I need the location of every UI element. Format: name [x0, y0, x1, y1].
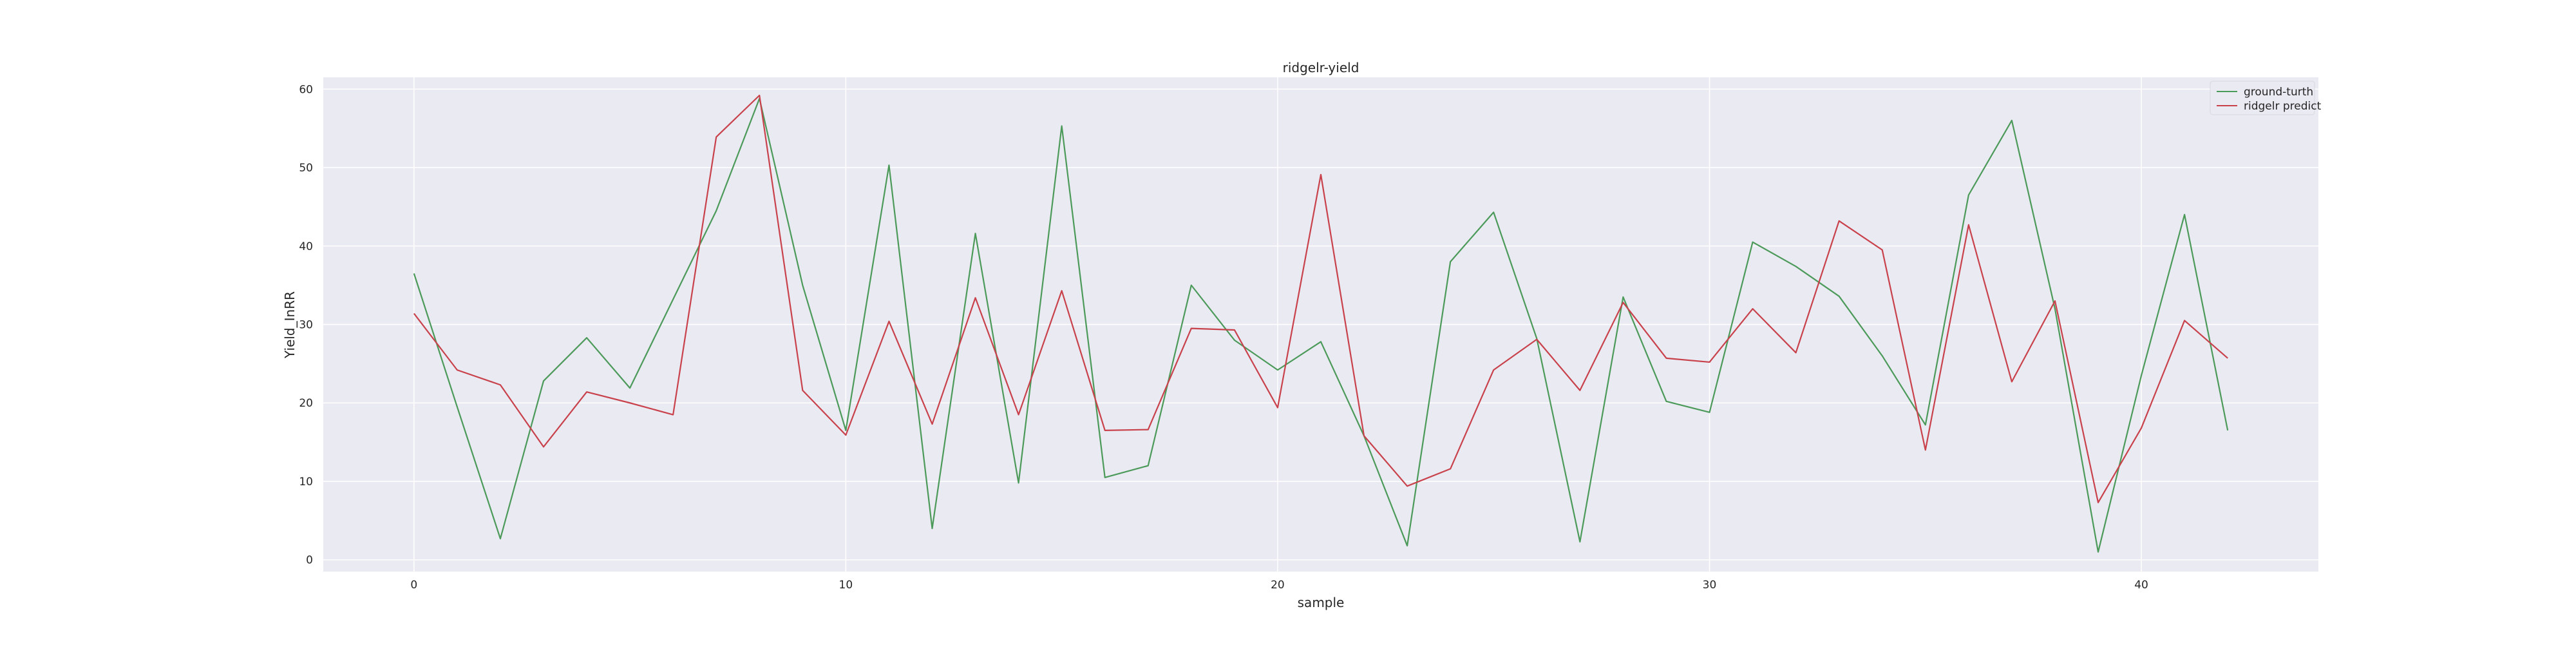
- x-tick-label: 40: [2134, 579, 2148, 592]
- grid-lines: [323, 77, 2318, 572]
- x-tick-label: 10: [839, 579, 853, 592]
- series-line-ridgelr-predict: [413, 94, 2228, 503]
- tick-labels: 0 10 20 30 40 0 10 20 30 40 50 60: [299, 83, 2148, 592]
- legend-label-ground-turth: ground-turth: [2244, 86, 2313, 99]
- y-tick-label: 20: [299, 397, 313, 410]
- x-axis-title: sample: [1298, 595, 1345, 610]
- legend-label-ridgelr-predict: ridgelr predict: [2244, 100, 2322, 113]
- series-line-ground-turth: [413, 97, 2229, 553]
- y-tick-label: 0: [306, 554, 313, 567]
- y-axis-title: Yield_InRR: [282, 291, 298, 359]
- y-tick-label: 30: [299, 319, 313, 332]
- y-tick-label: 60: [299, 83, 313, 96]
- y-tick-label: 10: [299, 476, 313, 488]
- x-tick-label: 30: [1703, 579, 1717, 592]
- y-tick-label: 50: [299, 162, 313, 175]
- legend: ground-turth ridgelr predict: [2210, 81, 2322, 115]
- x-tick-label: 0: [410, 579, 417, 592]
- y-tick-label: 40: [299, 240, 313, 253]
- series-lines: [413, 94, 2229, 553]
- x-tick-label: 20: [1271, 579, 1285, 592]
- chart-title: ridgelr-yield: [1283, 60, 1359, 75]
